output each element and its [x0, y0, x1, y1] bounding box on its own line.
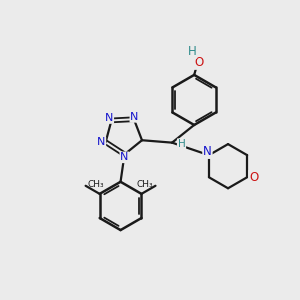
Text: CH₃: CH₃: [88, 180, 105, 189]
Text: N: N: [120, 152, 129, 162]
Text: CH₃: CH₃: [136, 180, 153, 189]
Text: O: O: [249, 171, 258, 184]
Text: N: N: [105, 113, 113, 123]
Text: N: N: [203, 145, 212, 158]
Text: H: H: [188, 45, 197, 58]
Text: N: N: [130, 112, 139, 122]
Text: O: O: [194, 56, 204, 69]
Text: N: N: [97, 137, 105, 147]
Text: H: H: [178, 139, 185, 149]
